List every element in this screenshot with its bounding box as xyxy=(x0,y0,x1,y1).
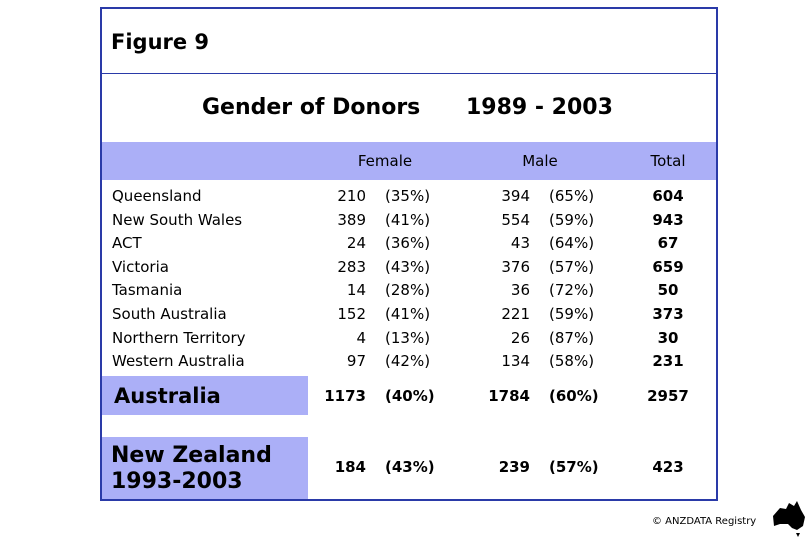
period: 1989 - 2003 xyxy=(466,95,613,120)
title: Gender of Donors xyxy=(202,95,421,120)
total: 373 xyxy=(652,305,684,323)
male-pct: (65%) xyxy=(549,187,595,205)
female-pct: (41%) xyxy=(385,305,431,323)
total: 659 xyxy=(652,257,684,276)
column-header: Female xyxy=(357,152,413,170)
female-count: 1173 xyxy=(324,387,366,405)
male-count: 554 xyxy=(501,210,530,229)
total: 943 xyxy=(652,210,684,229)
state: South Australia xyxy=(112,305,227,323)
nz-period: 1993-2003 xyxy=(111,469,243,494)
divider xyxy=(100,73,716,74)
female-count: 283 xyxy=(337,257,366,276)
male-pct: (59%) xyxy=(549,210,595,229)
male-count: 394 xyxy=(501,187,530,205)
male-count: 1784 xyxy=(488,387,530,405)
female-pct: (35%) xyxy=(385,187,431,205)
female-pct: (41%) xyxy=(385,210,431,229)
state: Northern Territory xyxy=(112,328,246,347)
male-count: 376 xyxy=(501,257,530,276)
female-count: 4 xyxy=(356,328,366,347)
figure-label: Figure 9 xyxy=(111,30,210,54)
male-pct: (59%) xyxy=(549,305,595,323)
state: ACT xyxy=(112,234,142,253)
state: New South Wales xyxy=(112,210,243,229)
total: 67 xyxy=(657,234,679,253)
australia-band xyxy=(102,376,308,415)
nz-band xyxy=(102,437,308,499)
female-count: 184 xyxy=(334,458,366,476)
male-count: 36 xyxy=(510,281,530,300)
state: Tasmania xyxy=(112,281,183,300)
total: 50 xyxy=(657,281,679,300)
state: Victoria xyxy=(112,257,169,276)
female-pct: (40%) xyxy=(385,387,435,405)
male-count: 134 xyxy=(501,352,530,371)
total: 231 xyxy=(652,352,684,371)
state: Australia xyxy=(114,384,221,408)
male-pct: (87%) xyxy=(549,328,595,347)
female-count: 152 xyxy=(337,305,366,323)
column-header: Total xyxy=(650,152,686,170)
female-count: 14 xyxy=(346,281,366,300)
male-pct: (64%) xyxy=(549,234,595,253)
frame xyxy=(100,7,718,501)
female-pct: (36%) xyxy=(385,234,431,253)
female-pct: (43%) xyxy=(385,257,431,276)
female-pct: (42%) xyxy=(385,352,431,371)
male-pct: (58%) xyxy=(549,352,595,371)
male-count: 43 xyxy=(510,234,530,253)
australia-icon xyxy=(773,501,805,537)
female-count: 210 xyxy=(337,187,366,205)
male-pct: (57%) xyxy=(549,257,595,276)
male-count: 221 xyxy=(501,305,530,323)
column-header: Male xyxy=(522,152,558,170)
male-count: 239 xyxy=(498,458,530,476)
total: 604 xyxy=(652,187,684,205)
female-count: 97 xyxy=(346,352,366,371)
female-count: 389 xyxy=(337,210,366,229)
total: 423 xyxy=(652,458,684,476)
female-pct: (43%) xyxy=(385,458,435,476)
male-count: 26 xyxy=(510,328,530,347)
female-pct: (28%) xyxy=(385,281,431,300)
header-band xyxy=(102,142,716,180)
total: 30 xyxy=(657,328,679,347)
total: 2957 xyxy=(647,387,689,405)
male-pct: (72%) xyxy=(549,281,595,300)
state: Western Australia xyxy=(112,352,245,371)
male-pct: (57%) xyxy=(549,458,599,476)
state: Queensland xyxy=(112,187,202,205)
female-count: 24 xyxy=(346,234,366,253)
male-pct: (60%) xyxy=(549,387,599,405)
female-pct: (13%) xyxy=(385,328,431,347)
footer: © ANZDATA Registry xyxy=(652,516,757,527)
nz-name: New Zealand xyxy=(111,443,272,468)
